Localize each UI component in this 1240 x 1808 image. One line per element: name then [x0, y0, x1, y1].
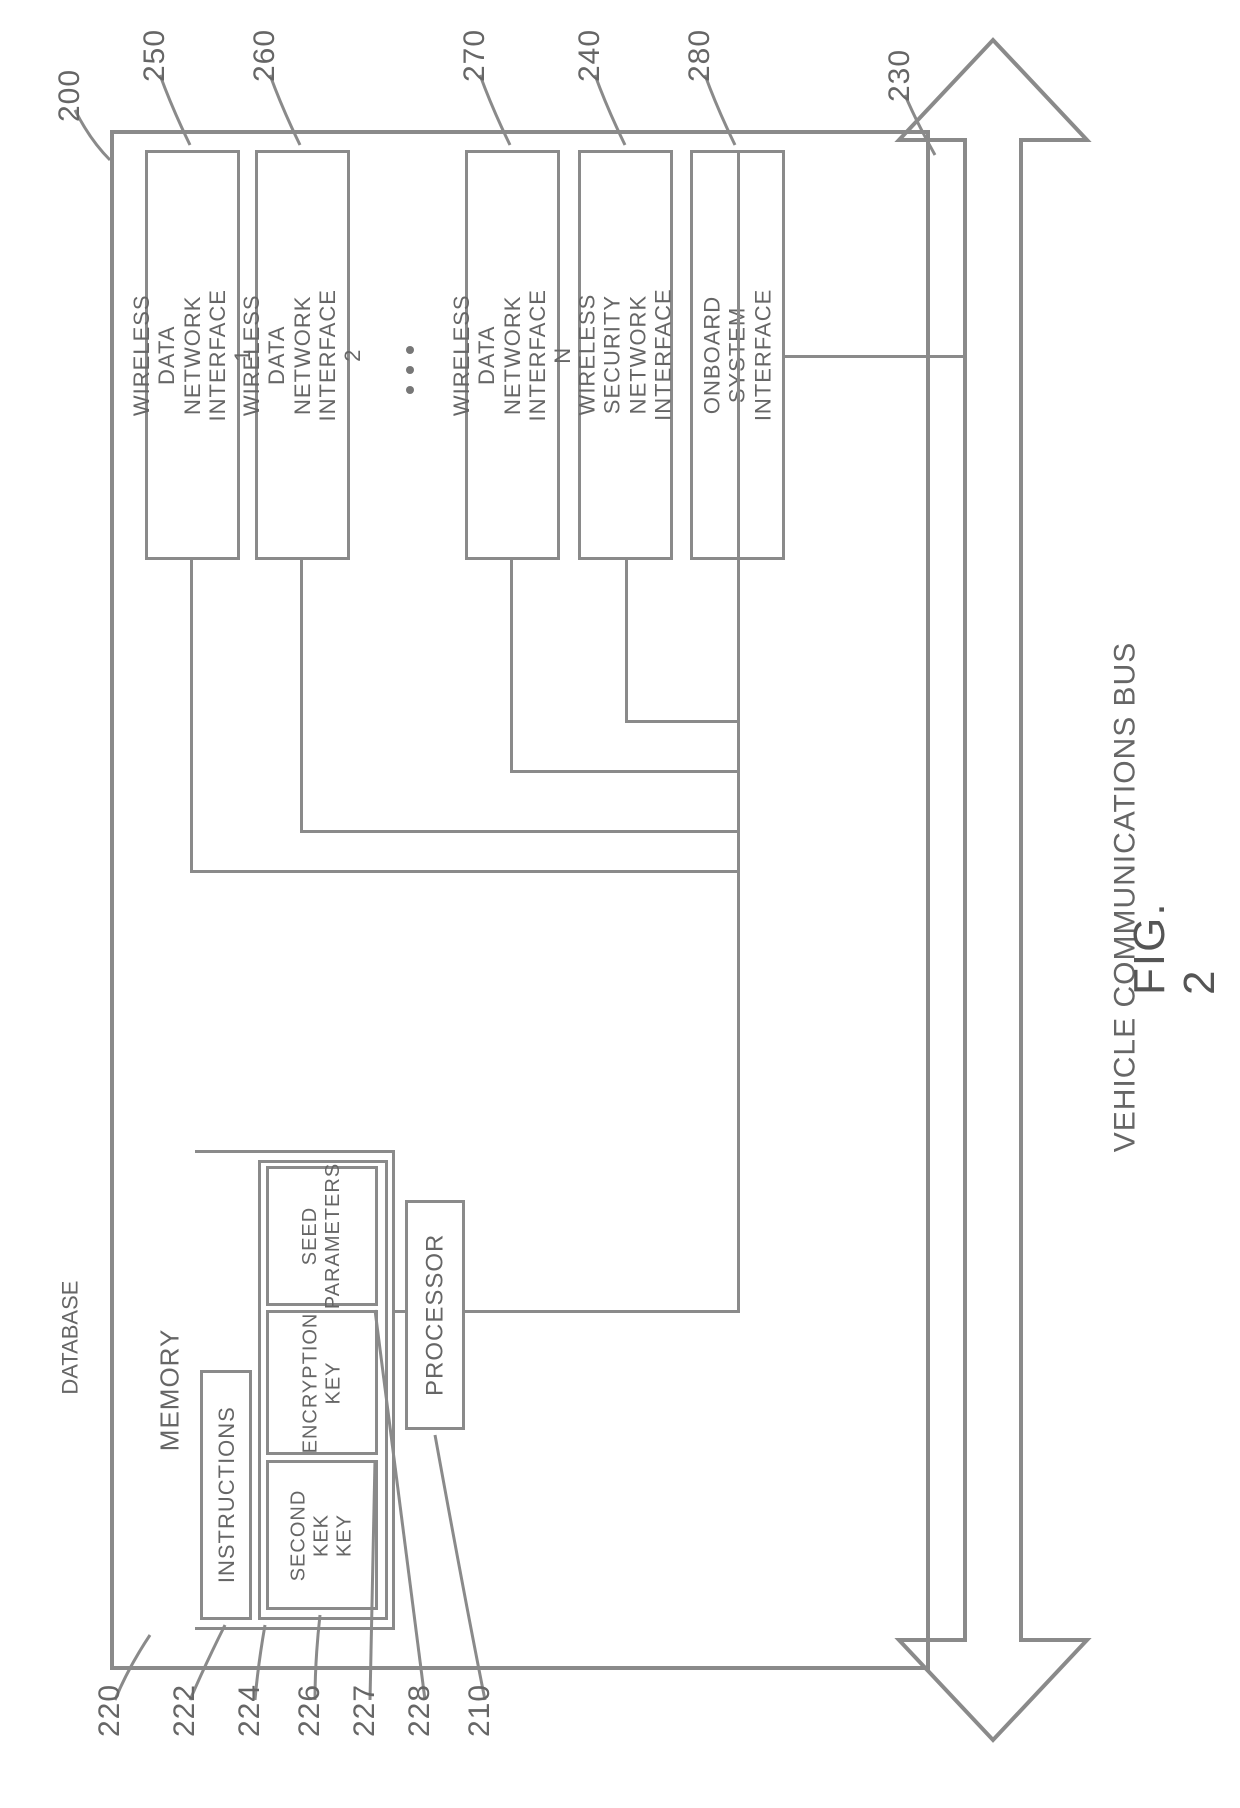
- ref-228: 228: [403, 1684, 437, 1737]
- ref-222: 222: [168, 1684, 202, 1737]
- ref-250: 250: [138, 29, 172, 82]
- ref-200: 200: [53, 69, 87, 122]
- ref-227: 227: [348, 1684, 382, 1737]
- ref-226: 226: [293, 1684, 327, 1737]
- ref-280: 280: [683, 29, 717, 82]
- ref-230: 230: [883, 49, 917, 102]
- ref-224: 224: [233, 1684, 267, 1737]
- diagram-canvas: MEMORY INSTRUCTIONS DATABASE SECOND KEK …: [0, 0, 1240, 1808]
- ref-220: 220: [93, 1684, 127, 1737]
- ref-270: 270: [458, 29, 492, 82]
- leader-lines: [0, 0, 1240, 1808]
- ref-210: 210: [463, 1684, 497, 1737]
- ref-240: 240: [573, 29, 607, 82]
- ref-260: 260: [248, 29, 282, 82]
